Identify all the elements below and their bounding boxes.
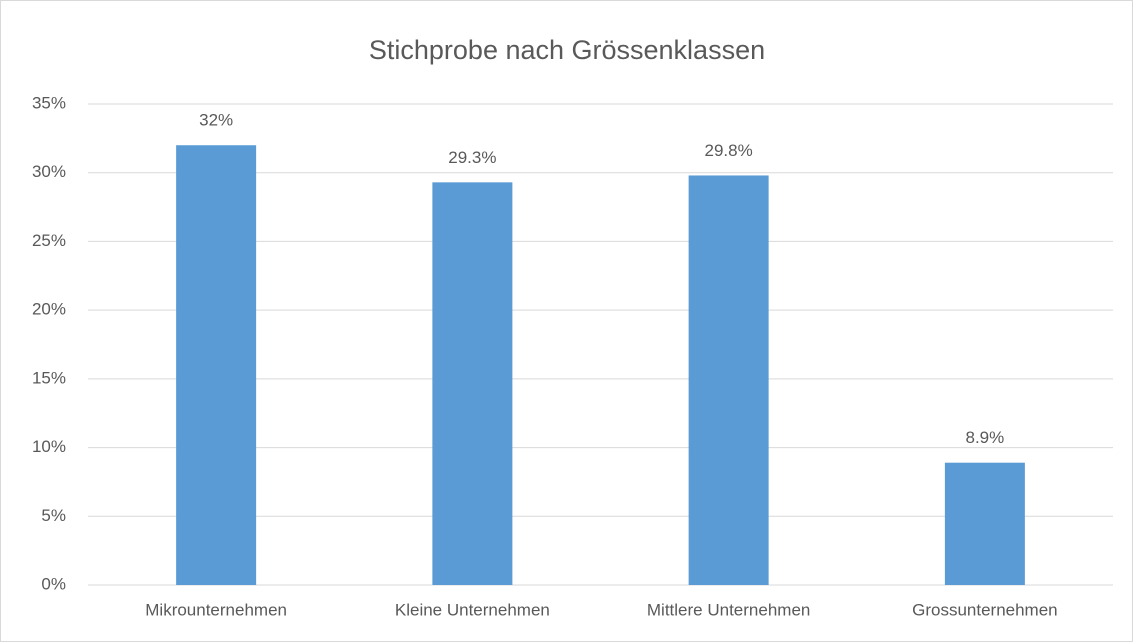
y-tick-label: 35% <box>32 93 66 112</box>
data-label: 29.3% <box>448 148 496 167</box>
y-tick-label: 5% <box>41 506 66 525</box>
y-tick-label: 30% <box>32 162 66 181</box>
bar <box>944 462 1025 585</box>
x-tick-label: Mittlere Unternehmen <box>647 600 810 619</box>
x-tick-label: Mikrounternehmen <box>145 600 287 619</box>
bar <box>432 182 513 585</box>
y-tick-label: 25% <box>32 231 66 250</box>
data-label: 29.8% <box>705 141 753 160</box>
y-tick-label: 0% <box>41 574 66 593</box>
bar <box>176 145 257 585</box>
y-tick-label: 10% <box>32 437 66 456</box>
x-tick-label: Kleine Unternehmen <box>395 600 550 619</box>
bar <box>688 175 769 585</box>
y-tick-label: 20% <box>32 300 66 319</box>
y-tick-label: 15% <box>32 368 66 387</box>
x-tick-label: Grossunternehmen <box>912 600 1058 619</box>
data-label: 8.9% <box>966 428 1005 447</box>
chart-title: Stichprobe nach Grössenklassen <box>369 35 765 65</box>
data-label: 32% <box>199 111 233 130</box>
